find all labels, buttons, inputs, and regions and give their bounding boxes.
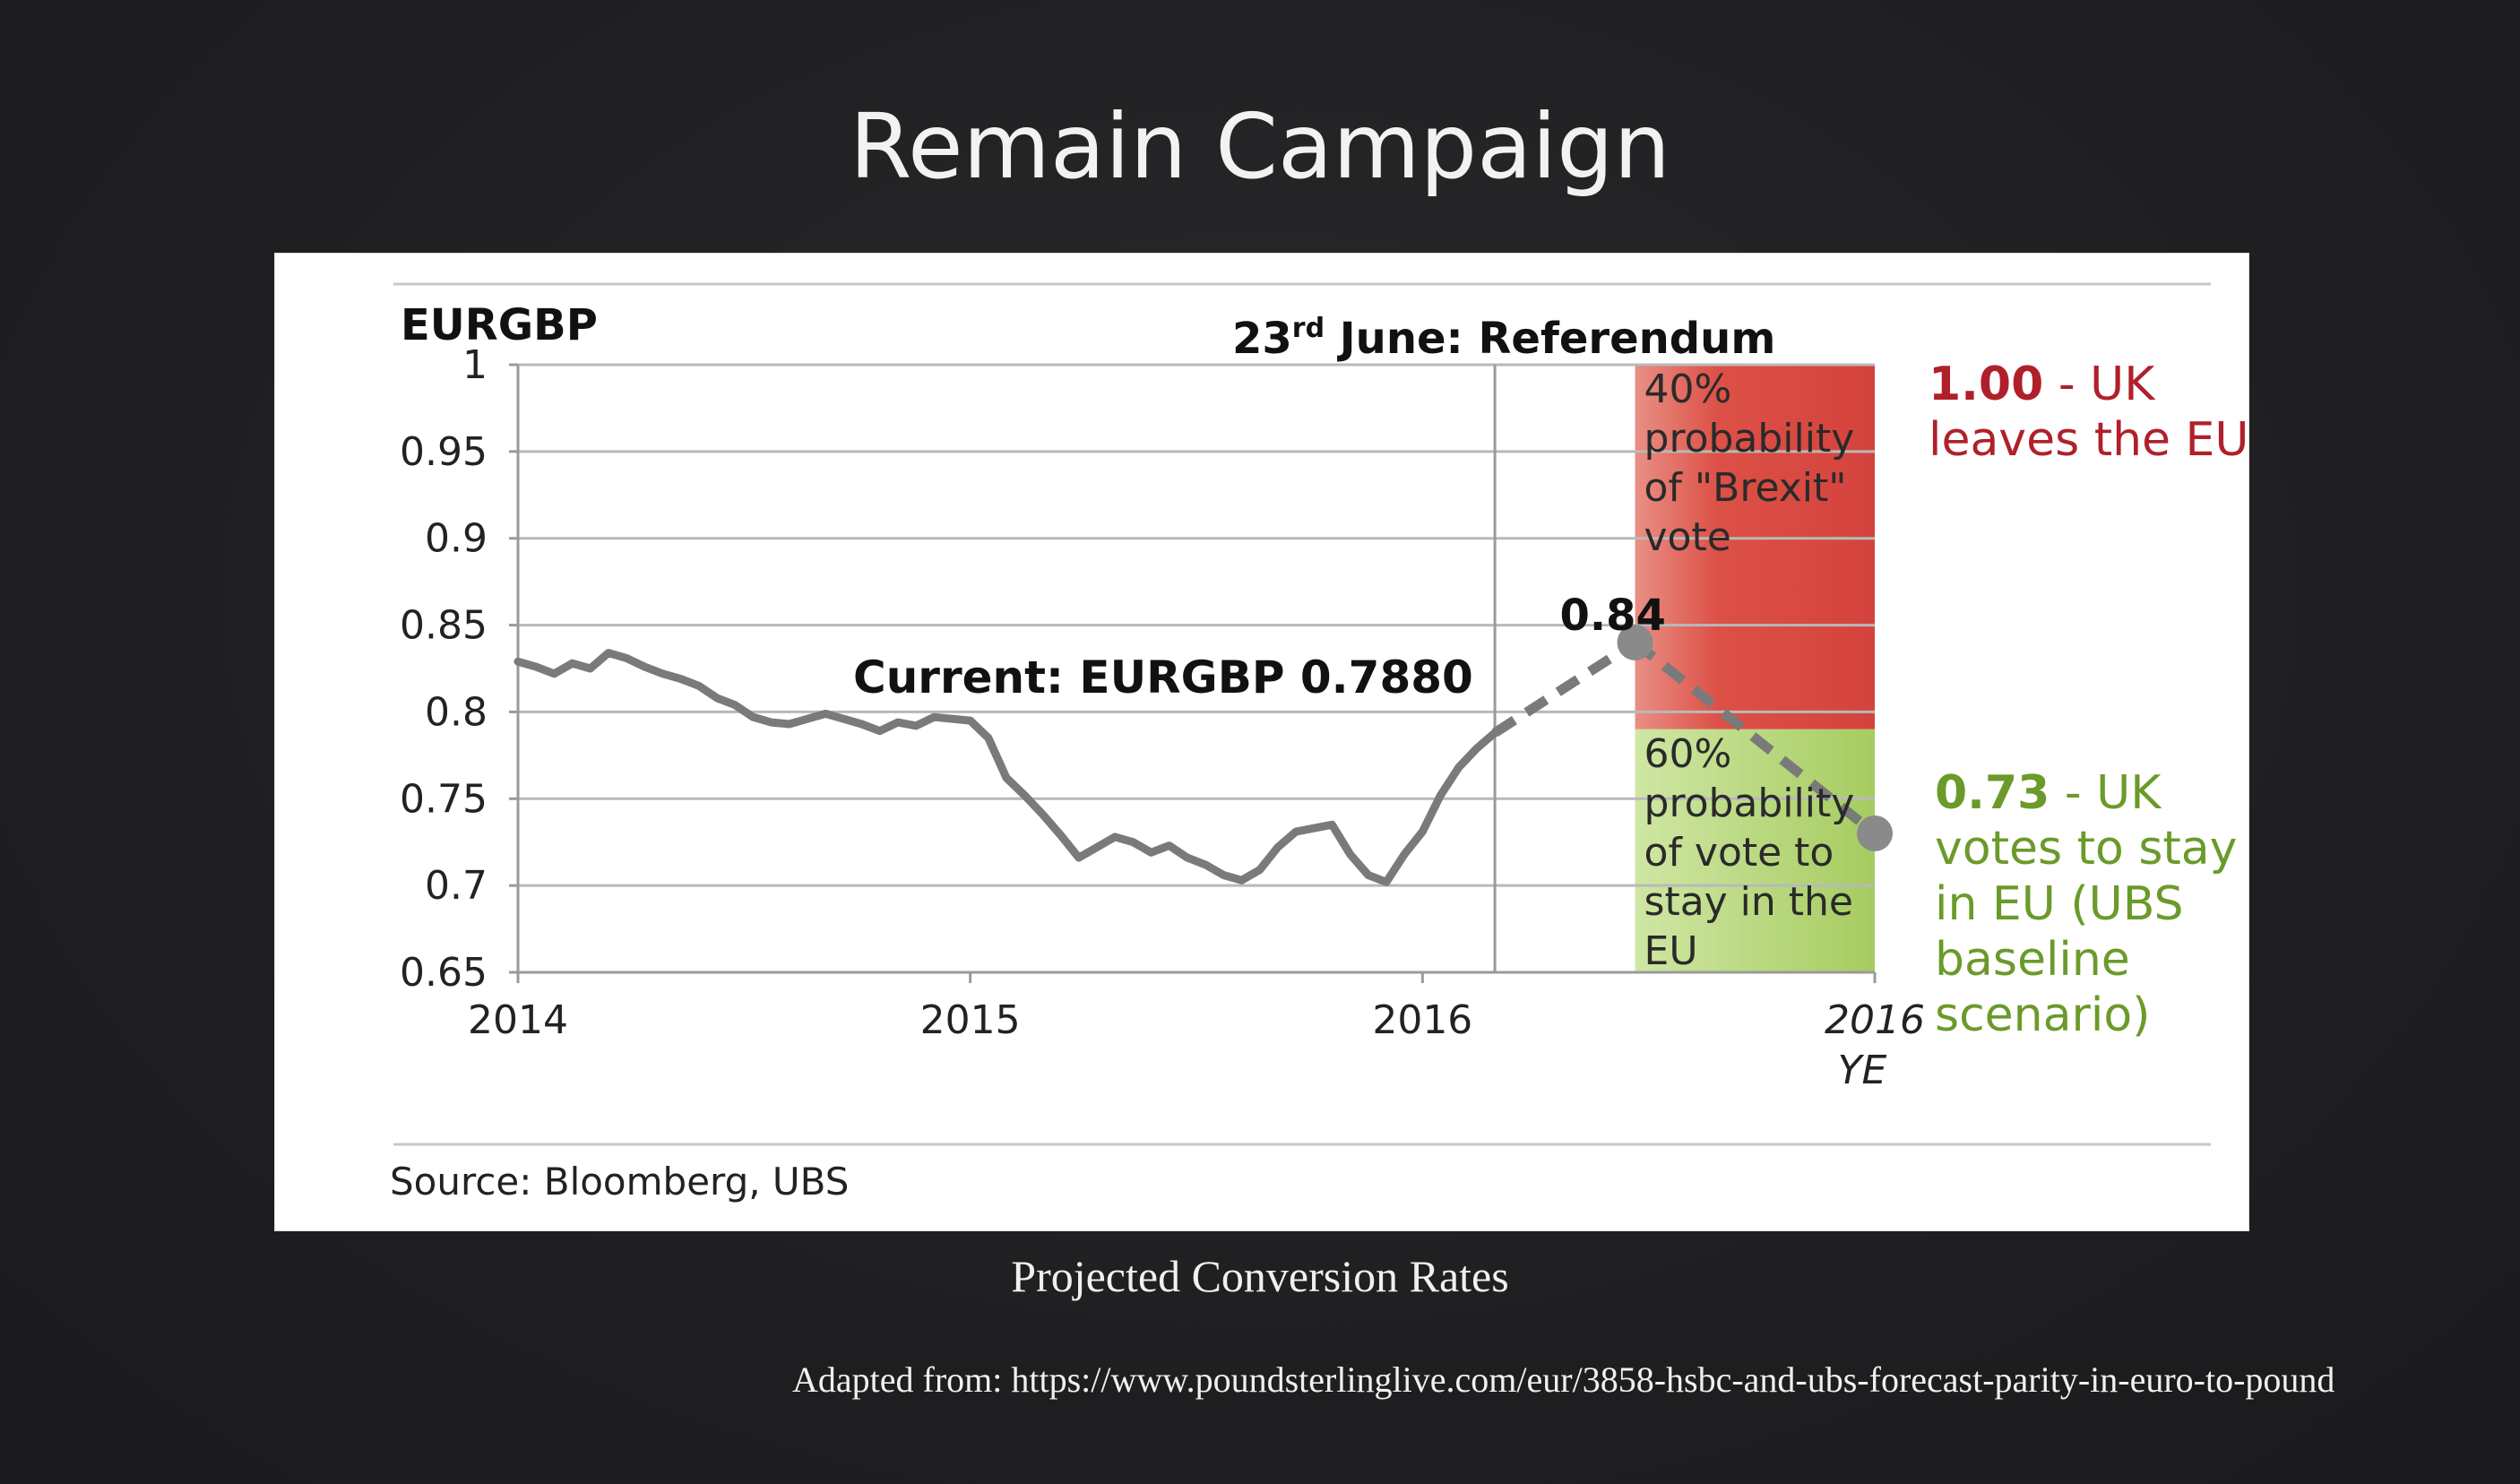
chart-caption: Projected Conversion Rates bbox=[1011, 1251, 1509, 1301]
leave-scenario-line: 1.00 - UK bbox=[1929, 358, 2156, 411]
y-tick-label: 0.7 bbox=[425, 863, 488, 909]
x-tick-label: 2016 bbox=[1825, 997, 1925, 1043]
remain-scenario-line: in EU (UBS bbox=[1935, 877, 2184, 931]
band-label-line: 40% bbox=[1644, 367, 1732, 412]
chart-figure: 40% probability of "Brexit" vote 60% probabil… bbox=[274, 253, 2249, 1231]
band-label-line: of vote to bbox=[1644, 830, 1834, 876]
projection-point bbox=[1617, 624, 1653, 660]
x-tick-sublabel: YE bbox=[1838, 1048, 1887, 1093]
band-label-line: probability bbox=[1644, 781, 1855, 826]
band-label-line: vote bbox=[1644, 514, 1731, 560]
projection-line bbox=[1632, 638, 1878, 838]
eurgbp-history-line bbox=[513, 649, 1499, 886]
y-axis-label: EURGBP bbox=[401, 300, 598, 350]
probability-band-remain bbox=[1635, 729, 1875, 972]
band-label-line: stay in the bbox=[1644, 879, 1853, 925]
y-tick-label: 0.65 bbox=[400, 950, 488, 996]
leave-scenario-line: leaves the EU bbox=[1929, 413, 2248, 467]
remain-scenario-line: 0.73 - UK bbox=[1935, 766, 2162, 820]
x-tick-label: 2016 bbox=[1372, 997, 1472, 1043]
projection-point bbox=[1857, 815, 1893, 852]
referendum-label: 23rd June: Referendum bbox=[1232, 313, 1775, 364]
y-tick-label: 0.95 bbox=[400, 429, 488, 475]
remain-scenario-line: votes to stay bbox=[1935, 822, 2237, 876]
current-rate-annotation: Current: EURGBP 0.7880 bbox=[853, 651, 1473, 703]
band-label-line: probability bbox=[1644, 416, 1855, 462]
projection-line bbox=[1492, 638, 1638, 738]
x-tick-label: 2014 bbox=[468, 997, 568, 1043]
y-tick-label: 1 bbox=[462, 342, 488, 388]
band-label-line: of "Brexit" bbox=[1644, 465, 1847, 511]
band-label-line: EU bbox=[1644, 928, 1698, 974]
y-tick-label: 0.9 bbox=[425, 516, 488, 562]
chart-source: Source: Bloomberg, UBS bbox=[390, 1160, 849, 1204]
source-attribution: Adapted from: https://www.poundsterlingl… bbox=[792, 1359, 2335, 1400]
y-tick-label: 0.75 bbox=[400, 776, 488, 822]
projection-point-label: 0.84 bbox=[1560, 591, 1666, 641]
remain-scenario-line: scenario) bbox=[1935, 988, 2150, 1042]
remain-scenario-line: baseline bbox=[1935, 933, 2130, 987]
band-label-line: 60% bbox=[1644, 731, 1732, 777]
y-tick-label: 0.85 bbox=[400, 603, 488, 649]
x-tick-label: 2015 bbox=[920, 997, 1021, 1043]
slide-title: Remain Campaign bbox=[849, 94, 1671, 199]
y-tick-label: 0.8 bbox=[425, 689, 488, 735]
